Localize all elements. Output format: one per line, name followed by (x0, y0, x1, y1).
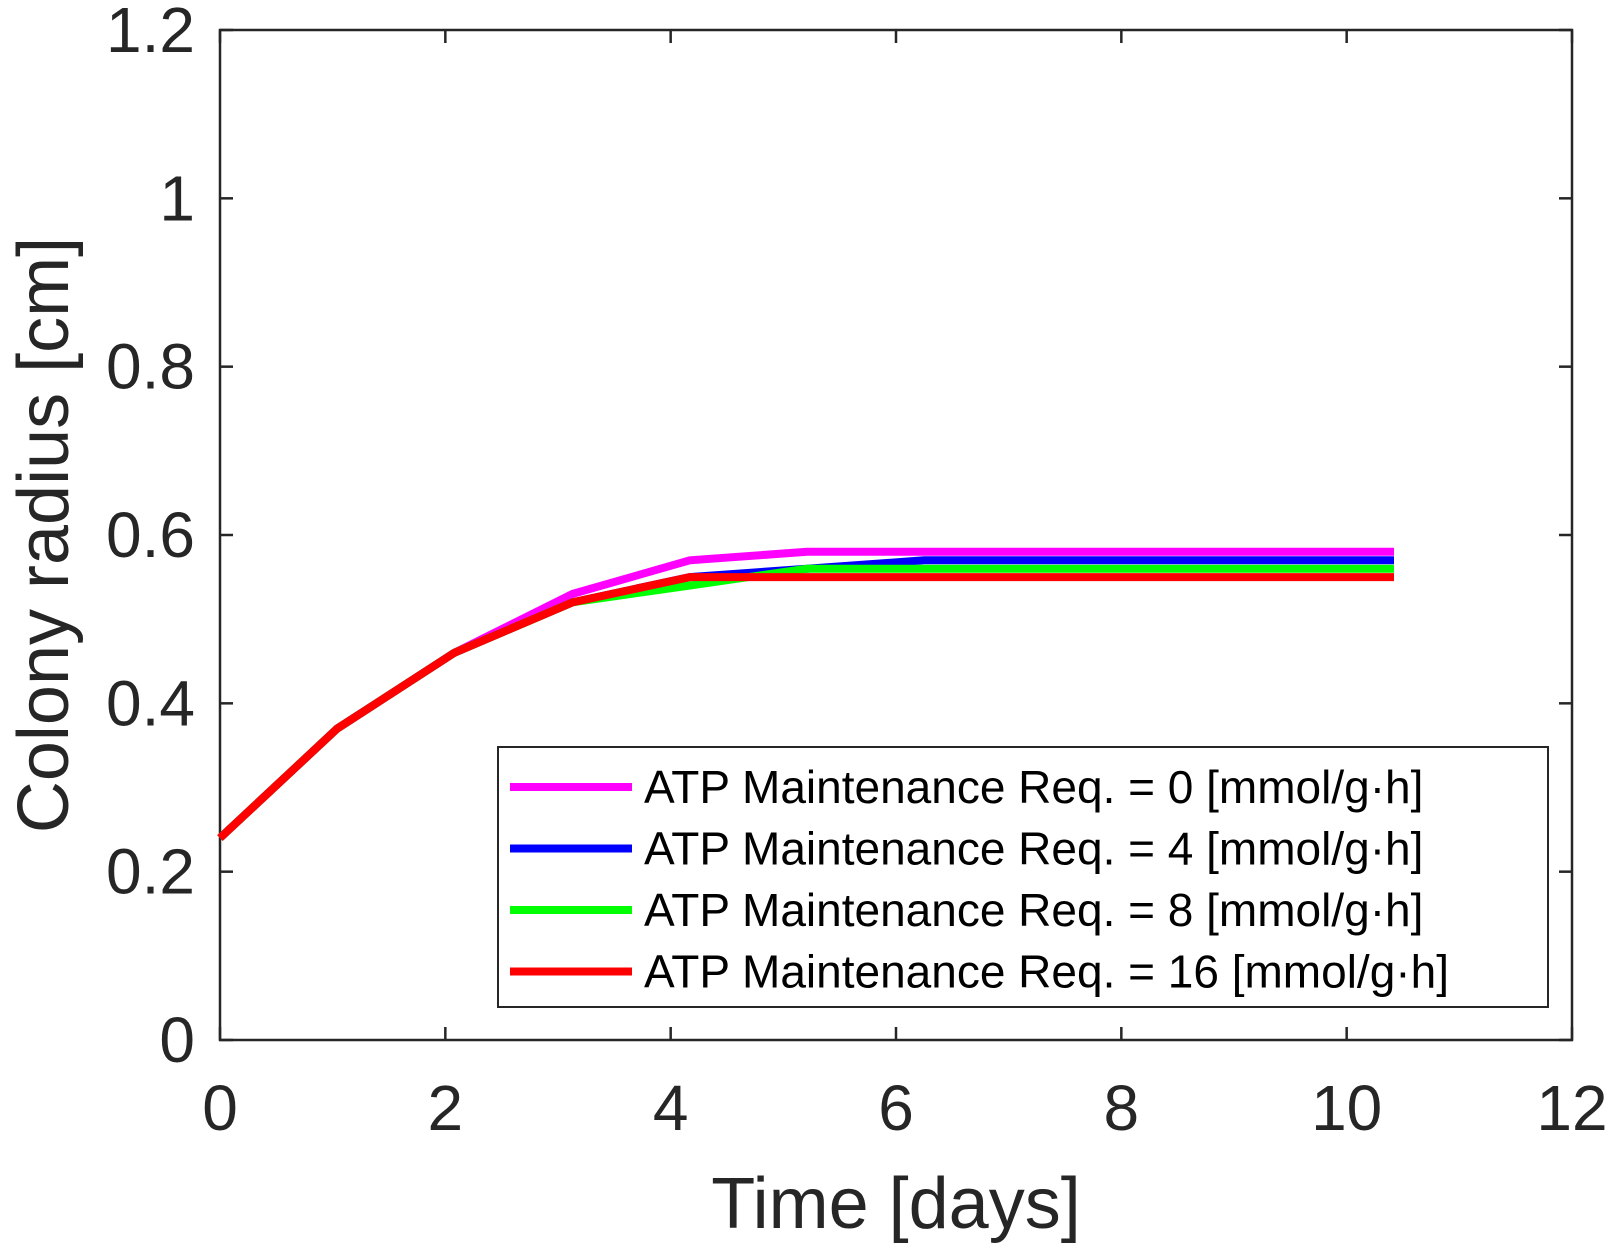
x-tick-label: 0 (202, 1072, 238, 1144)
legend-label-2: ATP Maintenance Req. = 8 [mmol/g·h] (644, 884, 1423, 936)
y-tick-label: 1 (159, 162, 195, 234)
y-tick-label: 0.2 (106, 836, 195, 908)
legend-label-1: ATP Maintenance Req. = 4 [mmol/g·h] (644, 823, 1423, 875)
legend: ATP Maintenance Req. = 0 [mmol/g·h] ATP M… (497, 746, 1549, 1008)
legend-box (497, 746, 1549, 1008)
series-layer (217, 547, 1394, 841)
x-tick-label: 4 (653, 1072, 689, 1144)
x-tick-label: 6 (878, 1072, 914, 1144)
x-tick-label: 8 (1104, 1072, 1140, 1144)
x-tick-label: 10 (1311, 1072, 1382, 1144)
x-tick-label: 12 (1536, 1072, 1607, 1144)
y-tick-label: 0.8 (106, 331, 195, 403)
y-tick-label: 0.4 (106, 667, 195, 739)
legend-label-3: ATP Maintenance Req. = 16 [mmol/g·h] (644, 946, 1449, 998)
y-tick-label: 1.2 (106, 0, 195, 66)
legend-entries: ATP Maintenance Req. = 0 [mmol/g·h] ATP M… (510, 761, 1449, 998)
y-tick-label: 0.6 (106, 499, 195, 571)
y-axis-title: Colony radius [cm] (4, 237, 84, 833)
x-tick-label: 2 (428, 1072, 464, 1144)
legend-label-0: ATP Maintenance Req. = 0 [mmol/g·h] (644, 761, 1423, 813)
ticks-layer (218, 28, 1574, 1042)
x-axis-title: Time [days] (711, 1164, 1080, 1244)
x-tick-labels: 0 2 4 6 8 10 12 (202, 1072, 1607, 1144)
series-line-3 (217, 573, 1394, 841)
y-tick-label: 0 (159, 1004, 195, 1076)
y-tick-labels: 0 0.2 0.4 0.6 0.8 1 1.2 (106, 0, 195, 1076)
